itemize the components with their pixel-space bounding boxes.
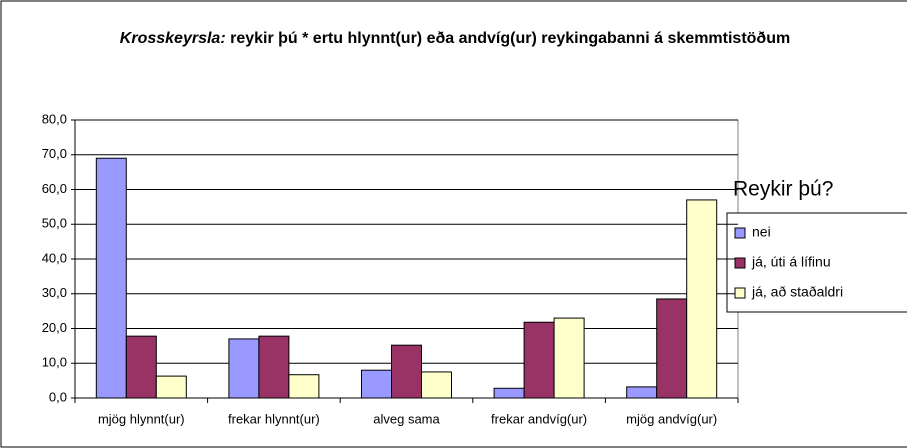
legend-swatch bbox=[734, 257, 746, 269]
bar bbox=[493, 387, 525, 399]
y-tick-label: 50,0 bbox=[42, 216, 67, 231]
bar bbox=[228, 338, 260, 399]
bar bbox=[421, 371, 452, 399]
bar bbox=[288, 374, 320, 399]
bar bbox=[686, 199, 718, 399]
legend-label: já, úti á lífinu bbox=[751, 254, 831, 270]
y-tick-label: 30,0 bbox=[42, 285, 67, 300]
x-tick-label: frekar andvíg(ur) bbox=[491, 411, 587, 426]
bar bbox=[95, 157, 127, 399]
y-tick-label: 0,0 bbox=[49, 389, 67, 404]
bar bbox=[155, 375, 187, 399]
bar bbox=[626, 386, 658, 399]
x-tick-label: mjög hlynnt(ur) bbox=[98, 411, 185, 426]
title-emphasis: Krosskeyrsla: bbox=[119, 30, 226, 47]
legend-label: já, að staðaldri bbox=[751, 284, 843, 300]
bar bbox=[523, 321, 555, 399]
chart-title: Krosskeyrsla: reykir þú * ertu hlynnt(ur… bbox=[110, 27, 800, 51]
y-tick-label: 70,0 bbox=[42, 146, 67, 161]
title-text: reykir þú * ertu hlynnt(ur) eða andvíg(u… bbox=[230, 30, 791, 47]
bar bbox=[553, 317, 585, 399]
x-tick-label: mjög andvíg(ur) bbox=[626, 411, 717, 426]
y-tick-label: 20,0 bbox=[42, 320, 67, 335]
legend-box bbox=[726, 212, 907, 313]
y-tick-label: 40,0 bbox=[42, 250, 67, 265]
legend-swatch bbox=[734, 287, 746, 299]
bar bbox=[391, 344, 422, 399]
x-tick-label: frekar hlynnt(ur) bbox=[228, 411, 320, 426]
legend-swatch bbox=[734, 227, 746, 239]
legend-title: Reykir þú? bbox=[733, 178, 833, 201]
y-tick-label: 60,0 bbox=[42, 181, 67, 196]
bar bbox=[125, 335, 157, 399]
bar bbox=[258, 335, 290, 399]
bar bbox=[361, 369, 392, 399]
y-tick-label: 10,0 bbox=[42, 355, 67, 370]
y-tick-label: 80,0 bbox=[42, 111, 67, 126]
bar bbox=[656, 298, 688, 399]
x-tick-label: alveg sama bbox=[373, 411, 440, 426]
legend-label: nei bbox=[752, 224, 771, 240]
